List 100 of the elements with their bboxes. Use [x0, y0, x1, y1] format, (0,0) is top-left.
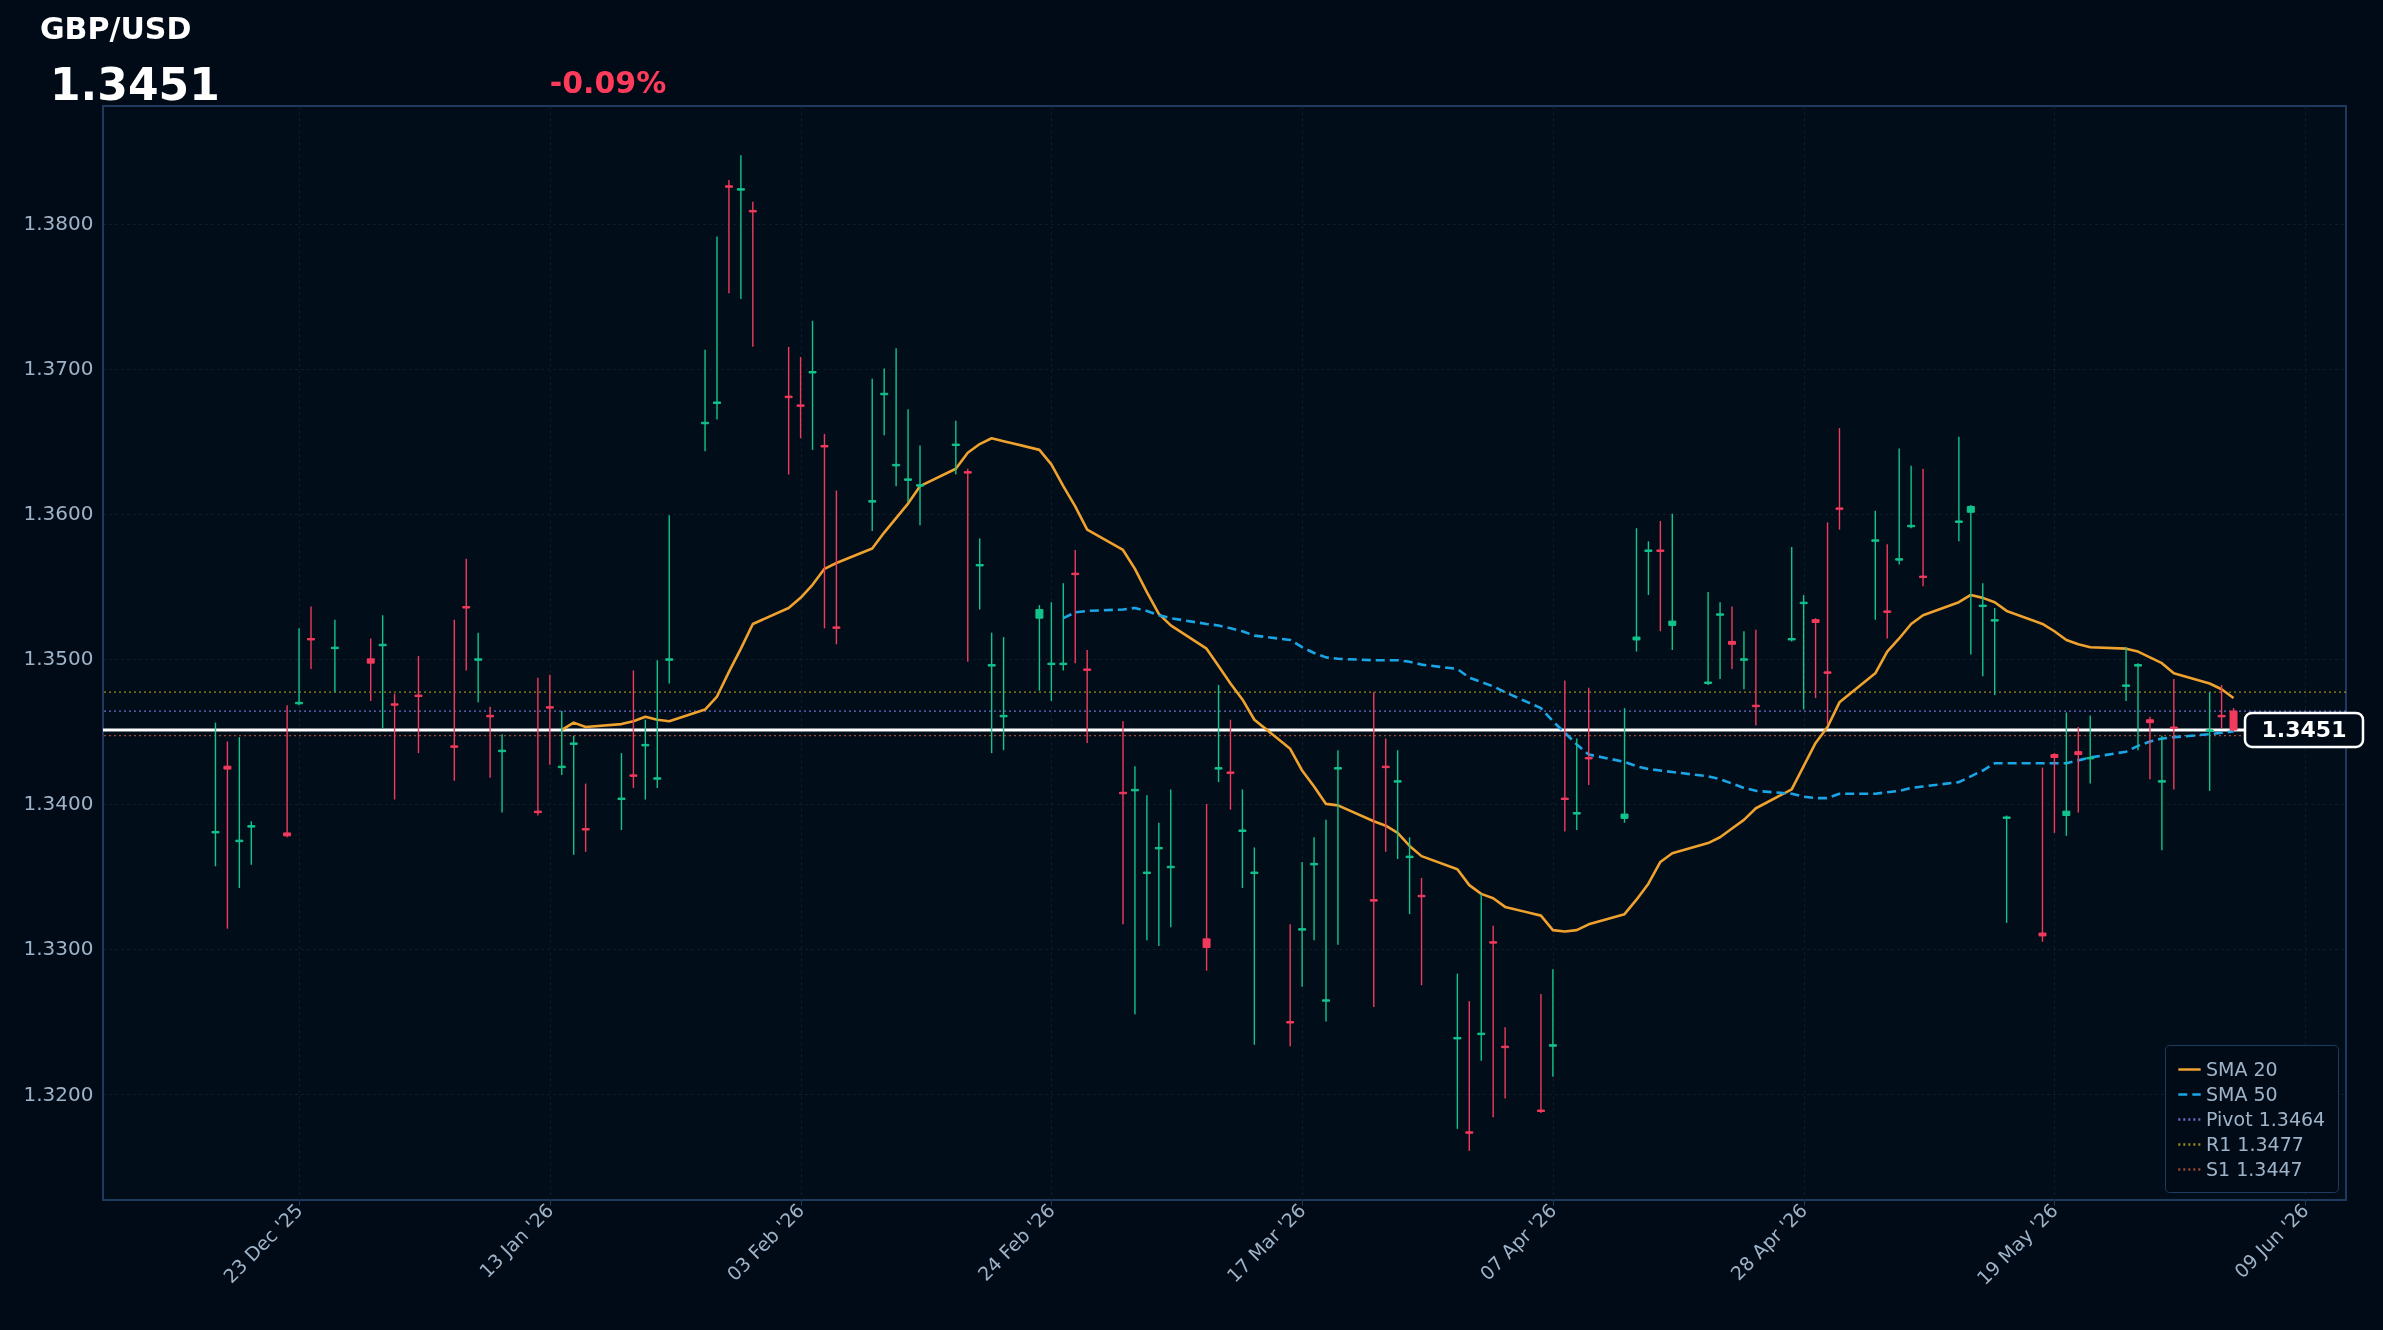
line-series: [560, 436, 2235, 933]
candlestick: [2205, 691, 2214, 792]
x-tick-label: 09 Jun '26: [2229, 1199, 2313, 1282]
candlestick: [2038, 766, 2047, 943]
candlestick: [1799, 594, 1808, 711]
candlestick: [2169, 678, 2178, 791]
candlestick: [1739, 630, 1748, 690]
candlestick: [1871, 510, 1880, 621]
candlestick: [2134, 662, 2142, 751]
candlestick: [1548, 968, 1557, 1078]
candlestick: [569, 735, 578, 856]
candlestick: [999, 636, 1008, 751]
candlestick: [1154, 822, 1163, 947]
candlestick: [1584, 687, 1593, 786]
candlestick: [1966, 504, 1975, 656]
candlestick: [808, 320, 817, 451]
candlestick: [2002, 814, 2011, 924]
candlestick: [975, 537, 984, 611]
candlestick: [414, 655, 423, 754]
candlestick: [581, 782, 590, 853]
candlestick: [868, 378, 877, 532]
candlestick: [904, 408, 913, 503]
candlestick: [1919, 468, 1928, 587]
candlestick: [665, 514, 674, 685]
candlestick: [1333, 749, 1342, 946]
x-tick-label: 23 Dec '25: [218, 1199, 307, 1287]
candlestick: [247, 820, 256, 866]
candlestick: [1560, 679, 1569, 833]
legend-label: SMA 20: [2206, 1057, 2278, 1080]
candlestick: [951, 420, 960, 476]
candlestick: [1704, 591, 1713, 686]
y-tick-label: 1.3400: [23, 791, 94, 816]
candlestick: [2217, 684, 2226, 730]
candlestick: [283, 704, 292, 838]
candlestick: [1322, 819, 1330, 1023]
candlestick: [1226, 719, 1235, 811]
candlestick: [1728, 605, 1736, 670]
candlestick: [784, 346, 793, 476]
legend-label: SMA 50: [2206, 1082, 2278, 1105]
candlestick: [1644, 540, 1653, 596]
line-series: [1061, 606, 2235, 800]
candlestick: [1835, 427, 1844, 531]
legend-label: S1 1.3447: [2206, 1157, 2303, 1180]
candlestick: [1286, 923, 1295, 1047]
candlestick: [2157, 735, 2166, 852]
candlestick: [2122, 646, 2131, 702]
y-tick-label: 1.3700: [23, 356, 94, 381]
legend-label: R1 1.3477: [2206, 1132, 2304, 1155]
y-tick-label: 1.3200: [23, 1081, 94, 1106]
x-tick-label: 28 Apr '26: [1725, 1199, 1812, 1285]
candlestick: [832, 489, 841, 645]
candlestick: [2145, 716, 2154, 780]
candlestick: [223, 740, 232, 930]
candlestick: [724, 179, 733, 294]
candlestick: [1787, 546, 1796, 643]
chart-title: GBP/USD: [40, 11, 192, 46]
candlestick: [1369, 691, 1378, 1008]
candlestick: [1668, 513, 1677, 651]
candlestick: [1393, 749, 1402, 860]
candlestick: [1238, 788, 1247, 889]
candlestick: [2050, 752, 2059, 834]
candlestick: [2074, 726, 2083, 814]
candlestick: [211, 721, 220, 867]
x-tick-label: 17 Mar '26: [1222, 1199, 1310, 1287]
candlestick: [1620, 707, 1629, 824]
candlestick: [1536, 993, 1545, 1114]
legend-label: Pivot 1.3464: [2206, 1107, 2326, 1130]
candlestick: [641, 719, 650, 801]
candlestick: [1214, 684, 1223, 783]
candlestick: [1990, 607, 1999, 696]
chart-subtitle: 1.3451: [50, 59, 220, 110]
candlestick: [1823, 521, 1832, 725]
candlestick: [235, 736, 244, 889]
candlestick: [1298, 861, 1307, 988]
x-tick-label: 07 Apr '26: [1475, 1199, 1561, 1285]
candlestick: [1811, 617, 1820, 699]
candlestick: [1453, 972, 1462, 1130]
candlestick: [1954, 436, 1963, 542]
candlestick: [1465, 1000, 1474, 1152]
candlestick: [1083, 649, 1092, 744]
y-tick-label: 1.3500: [23, 646, 94, 671]
candlestick: [450, 618, 459, 782]
candlestick: [748, 201, 757, 348]
candlestick: [1417, 877, 1426, 986]
candlestick: [963, 468, 972, 663]
candlestick: [796, 356, 805, 439]
x-tick-label: 24 Feb '26: [973, 1199, 1059, 1285]
y-tick-label: 1.3600: [23, 501, 94, 526]
candlestick: [1405, 836, 1414, 915]
y-tick-label: 1.3300: [23, 936, 94, 961]
candlestick: [2086, 714, 2095, 785]
candlestick: [390, 692, 399, 801]
candlestick: [462, 557, 471, 672]
candlestick: [1895, 447, 1904, 566]
candlestick: [545, 674, 554, 766]
x-tick-label: 03 Feb '26: [722, 1199, 809, 1285]
candlestick: [617, 752, 626, 831]
candlestick: [1489, 925, 1498, 1118]
candlestick: [378, 614, 387, 730]
text: -0.09%: [549, 65, 667, 100]
